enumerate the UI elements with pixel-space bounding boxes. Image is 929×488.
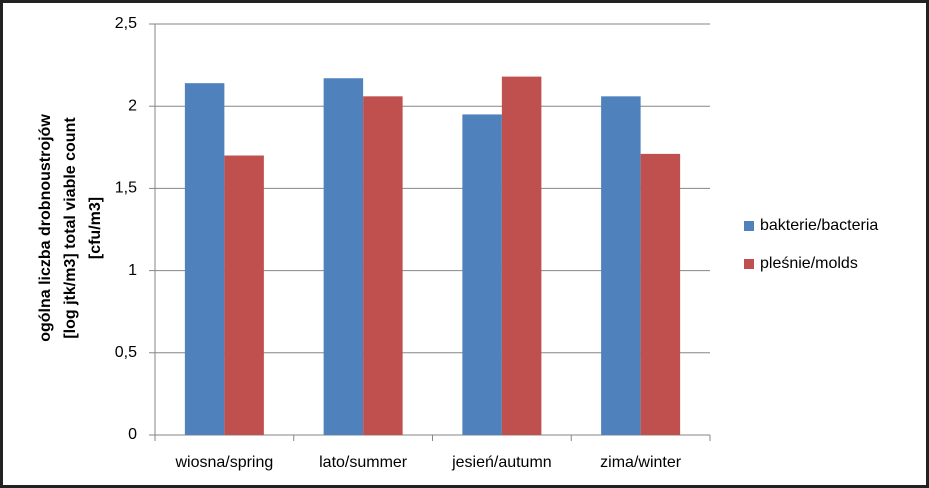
bar [640, 153, 681, 435]
x-tick-label: lato/summer [319, 454, 408, 471]
y-axis-title: [log jtk/m3] total viable count [62, 117, 79, 339]
bar [323, 78, 364, 435]
bar [601, 96, 641, 435]
y-axis-title: [cfu/m3] [87, 197, 104, 259]
legend-label: bakterie/bacteria [760, 217, 878, 234]
y-tick-label: 2 [128, 97, 137, 114]
legend-swatch [744, 221, 754, 231]
legend-swatch [744, 259, 754, 269]
bar [462, 114, 502, 436]
x-tick-label: wiosna/spring [174, 454, 273, 471]
y-tick-label: 0,5 [115, 344, 137, 361]
bar [363, 96, 403, 435]
y-tick-label: 1 [128, 262, 137, 279]
x-tick-label: zima/winter [600, 454, 682, 471]
y-tick-label: 0 [128, 426, 137, 443]
bar [501, 76, 542, 435]
legend-label: pleśnie/molds [760, 255, 858, 272]
bar [224, 155, 264, 435]
y-tick-label: 2,5 [115, 15, 137, 32]
y-axis-title: ogólna liczba drobnoustrojów [37, 114, 54, 342]
y-tick-label: 1,5 [115, 180, 137, 197]
x-tick-label: jesień/autumn [451, 454, 552, 471]
bar [184, 83, 225, 436]
